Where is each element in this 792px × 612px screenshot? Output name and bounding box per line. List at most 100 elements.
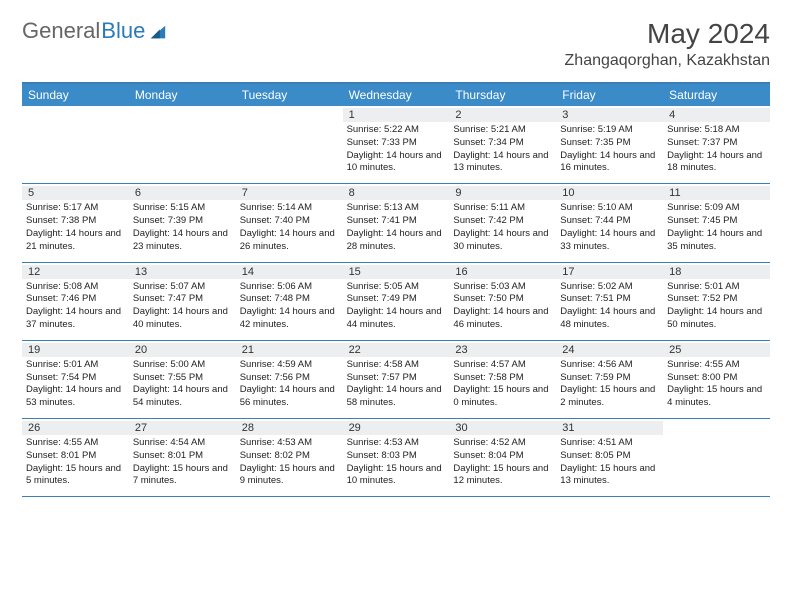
day-number: 26	[24, 422, 127, 434]
cell-details: Sunrise: 5:07 AMSunset: 7:47 PMDaylight:…	[133, 281, 232, 332]
day-header: Monday	[129, 84, 236, 106]
week-row: 12Sunrise: 5:08 AMSunset: 7:46 PMDayligh…	[22, 263, 770, 341]
daynum-row: 8	[343, 186, 450, 200]
cell-details: Sunrise: 5:19 AMSunset: 7:35 PMDaylight:…	[560, 124, 659, 175]
cell-details: Sunrise: 5:21 AMSunset: 7:34 PMDaylight:…	[453, 124, 552, 175]
calendar-cell: 20Sunrise: 5:00 AMSunset: 7:55 PMDayligh…	[129, 341, 236, 418]
day-number: 18	[665, 266, 768, 278]
day-number: 15	[345, 266, 448, 278]
cell-details: Sunrise: 5:03 AMSunset: 7:50 PMDaylight:…	[453, 281, 552, 332]
daynum-row: 2	[449, 108, 556, 122]
day-number: 21	[238, 344, 341, 356]
cell-details: Sunrise: 5:01 AMSunset: 7:52 PMDaylight:…	[667, 281, 766, 332]
day-number: 9	[451, 187, 554, 199]
calendar-cell: 29 Sunrise: 4:53 AMSunset: 8:03 PMDayligh…	[343, 419, 450, 496]
calendar-cell: 5 Sunrise: 5:17 AMSunset: 7:38 PMDaylight…	[22, 184, 129, 261]
daynum-row: 24	[556, 343, 663, 357]
daynum-row: 23	[449, 343, 556, 357]
daynum-row: 31	[556, 421, 663, 435]
daynum-row: 3	[556, 108, 663, 122]
cell-details: Sunrise: 5:05 AMSunset: 7:49 PMDaylight:…	[347, 281, 446, 332]
day-number: 28	[238, 422, 341, 434]
day-number: 16	[451, 266, 554, 278]
daynum-row: 21	[236, 343, 343, 357]
calendar-cell: 27Sunrise: 4:54 AMSunset: 8:01 PMDayligh…	[129, 419, 236, 496]
day-number: 27	[131, 422, 234, 434]
daynum-row	[663, 421, 770, 423]
day-number: 7	[238, 187, 341, 199]
day-number: 14	[238, 266, 341, 278]
day-headers-row: Sunday Monday Tuesday Wednesday Thursday…	[22, 84, 770, 106]
daynum-row: 26	[22, 421, 129, 435]
calendar-cell: 7Sunrise: 5:14 AMSunset: 7:40 PMDaylight…	[236, 184, 343, 261]
day-number: 4	[665, 109, 768, 121]
daynum-row: 6	[129, 186, 236, 200]
calendar-cell: 19Sunrise: 5:01 AMSunset: 7:54 PMDayligh…	[22, 341, 129, 418]
cell-details: Sunrise: 4:55 AMSunset: 8:00 PMDaylight:…	[667, 359, 766, 410]
daynum-row: 11	[663, 186, 770, 200]
daynum-row: 12	[22, 265, 129, 279]
calendar-cell: 26 Sunrise: 4:55 AMSunset: 8:01 PMDayligh…	[22, 419, 129, 496]
day-number: 31	[558, 422, 661, 434]
cell-details: Sunrise: 5:13 AMSunset: 7:41 PMDaylight:…	[347, 202, 446, 253]
daynum-row: 30	[449, 421, 556, 435]
cell-details: Sunrise: 4:51 AMSunset: 8:05 PMDaylight:…	[560, 437, 659, 488]
cell-details: Sunrise: 4:53 AMSunset: 8:03 PMDaylight:…	[347, 437, 446, 488]
cell-details: Sunrise: 5:10 AMSunset: 7:44 PMDaylight:…	[560, 202, 659, 253]
daynum-row: 22	[343, 343, 450, 357]
calendar-cell: 6 Sunrise: 5:15 AMSunset: 7:39 PMDaylight…	[129, 184, 236, 261]
day-number: 1	[345, 109, 448, 121]
day-number: 3	[558, 109, 661, 121]
calendar-cell: 3 Sunrise: 5:19 AMSunset: 7:35 PMDaylight…	[556, 106, 663, 183]
cell-details: Sunrise: 5:09 AMSunset: 7:45 PMDaylight:…	[667, 202, 766, 253]
daynum-row: 1	[343, 108, 450, 122]
cell-details: Sunrise: 5:02 AMSunset: 7:51 PMDaylight:…	[560, 281, 659, 332]
logo-sail-icon	[149, 22, 167, 40]
cell-details: Sunrise: 5:06 AMSunset: 7:48 PMDaylight:…	[240, 281, 339, 332]
calendar-cell	[663, 419, 770, 496]
daynum-row: 10	[556, 186, 663, 200]
cell-details: Sunrise: 4:56 AMSunset: 7:59 PMDaylight:…	[560, 359, 659, 410]
day-header: Friday	[556, 84, 663, 106]
logo-text-general: General	[22, 18, 100, 44]
weeks-container: 1Sunrise: 5:22 AMSunset: 7:33 PMDaylight…	[22, 106, 770, 497]
month-title: May 2024	[565, 18, 770, 50]
calendar-cell: 8 Sunrise: 5:13 AMSunset: 7:41 PMDaylight…	[343, 184, 450, 261]
day-number: 19	[24, 344, 127, 356]
daynum-row	[236, 108, 343, 110]
daynum-row	[22, 108, 129, 110]
daynum-row: 19	[22, 343, 129, 357]
day-number: 5	[24, 187, 127, 199]
logo-text-blue: Blue	[101, 18, 145, 44]
daynum-row: 28	[236, 421, 343, 435]
cell-details: Sunrise: 5:18 AMSunset: 7:37 PMDaylight:…	[667, 124, 766, 175]
cell-details: Sunrise: 5:17 AMSunset: 7:38 PMDaylight:…	[26, 202, 125, 253]
day-number: 22	[345, 344, 448, 356]
cell-details: Sunrise: 4:52 AMSunset: 8:04 PMDaylight:…	[453, 437, 552, 488]
calendar-cell: 12Sunrise: 5:08 AMSunset: 7:46 PMDayligh…	[22, 263, 129, 340]
daynum-row: 14	[236, 265, 343, 279]
day-number: 8	[345, 187, 448, 199]
daynum-row: 15	[343, 265, 450, 279]
week-row: 1Sunrise: 5:22 AMSunset: 7:33 PMDaylight…	[22, 106, 770, 184]
daynum-row: 16	[449, 265, 556, 279]
calendar-cell: 4 Sunrise: 5:18 AMSunset: 7:37 PMDaylight…	[663, 106, 770, 183]
day-header: Sunday	[22, 84, 129, 106]
day-header: Saturday	[663, 84, 770, 106]
calendar-cell: 18 Sunrise: 5:01 AMSunset: 7:52 PMDayligh…	[663, 263, 770, 340]
cell-details: Sunrise: 5:11 AMSunset: 7:42 PMDaylight:…	[453, 202, 552, 253]
calendar-cell: 15 Sunrise: 5:05 AMSunset: 7:49 PMDayligh…	[343, 263, 450, 340]
cell-details: Sunrise: 4:55 AMSunset: 8:01 PMDaylight:…	[26, 437, 125, 488]
week-row: 19Sunrise: 5:01 AMSunset: 7:54 PMDayligh…	[22, 341, 770, 419]
calendar-cell: 10 Sunrise: 5:10 AMSunset: 7:44 PMDayligh…	[556, 184, 663, 261]
day-number: 10	[558, 187, 661, 199]
daynum-row: 27	[129, 421, 236, 435]
day-header: Wednesday	[343, 84, 450, 106]
calendar-cell: 22Sunrise: 4:58 AMSunset: 7:57 PMDayligh…	[343, 341, 450, 418]
daynum-row: 29	[343, 421, 450, 435]
daynum-row: 7	[236, 186, 343, 200]
cell-details: Sunrise: 5:15 AMSunset: 7:39 PMDaylight:…	[133, 202, 232, 253]
logo: General Blue	[22, 18, 167, 44]
header: General Blue May 2024 Zhangaqorghan, Kaz…	[0, 0, 792, 78]
day-number: 20	[131, 344, 234, 356]
